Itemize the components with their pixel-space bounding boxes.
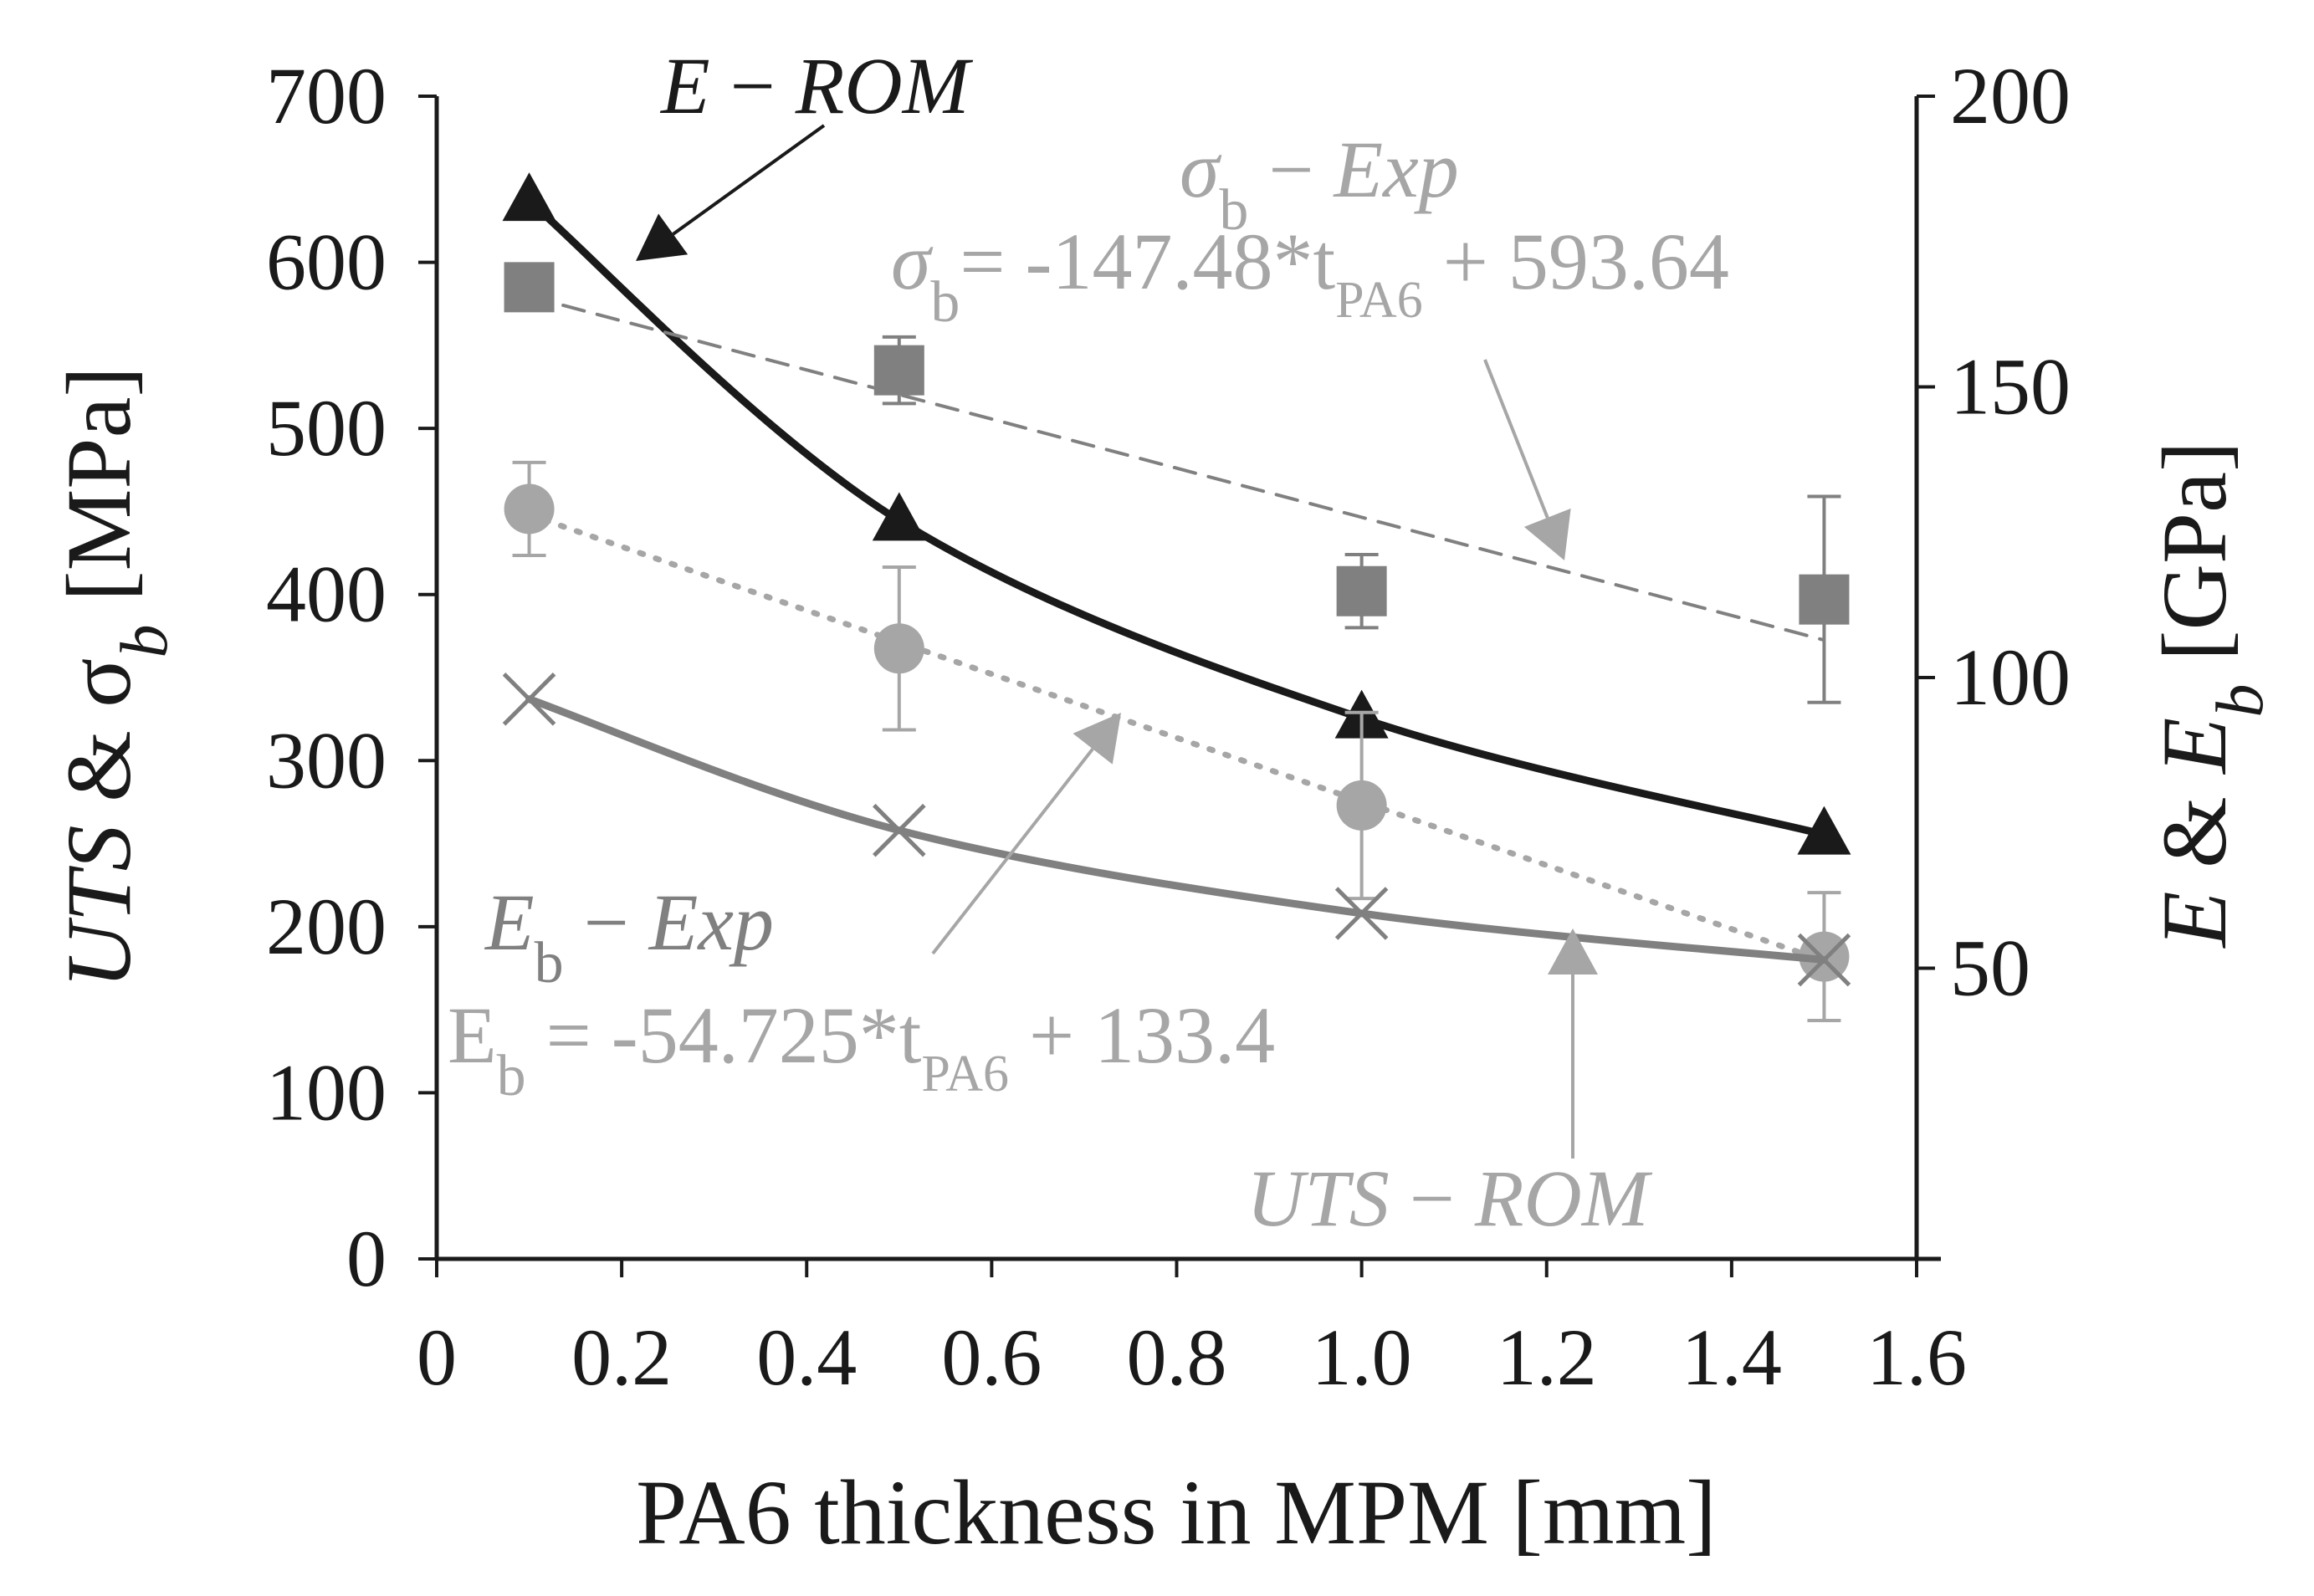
left-y-tick-label: 200 xyxy=(266,882,387,971)
x-marker xyxy=(502,673,556,726)
triangle-marker xyxy=(502,172,556,222)
series-trendline xyxy=(526,511,1827,964)
arrow-eb-exp xyxy=(931,713,1121,955)
triangle-marker xyxy=(872,492,926,541)
square-marker xyxy=(1799,574,1850,625)
arrow-uts-rom xyxy=(1548,928,1598,1159)
x-tick-label: 0.4 xyxy=(756,1312,857,1402)
arrow-shaft xyxy=(931,748,1094,955)
left-y-tick-label: 600 xyxy=(266,217,387,307)
right-y-tick-label: 50 xyxy=(1950,923,2030,1013)
arrow-head xyxy=(636,213,689,261)
x-tick-label: 1.6 xyxy=(1866,1312,1967,1402)
left-y-tick-label: 300 xyxy=(266,715,387,805)
square-marker xyxy=(1336,565,1387,616)
series-trendline xyxy=(527,294,1826,642)
right-y-tick-label: 200 xyxy=(1950,51,2071,141)
x-axis-title: PA6 thickness in MPM [mm] xyxy=(636,1461,1717,1563)
annotation-eb-exp: Eb − Exp xyxy=(484,877,774,995)
x-tick-label: 0.2 xyxy=(571,1312,672,1402)
left-axis-title: UTS & σb [MPa] xyxy=(48,366,182,989)
arrow-shaft xyxy=(672,124,826,236)
right-y-tick-label: 100 xyxy=(1950,632,2071,722)
arrow-head xyxy=(1523,508,1571,560)
annotation-eb-equation: Eb = -54.725*tPA6 + 133.4 xyxy=(448,990,1275,1108)
series-1 xyxy=(504,262,1850,704)
series-3 xyxy=(502,673,1851,987)
right-y-tick-label: 150 xyxy=(1950,342,2071,432)
x-marker xyxy=(1797,933,1851,987)
x-tick-label: 1.0 xyxy=(1312,1312,1412,1402)
square-marker xyxy=(504,262,555,313)
annotation-arrows xyxy=(636,124,1598,1159)
left-y-tick-label: 500 xyxy=(266,383,387,473)
arrow-sigma-exp xyxy=(1483,359,1571,560)
left-y-tick-label: 700 xyxy=(266,51,387,141)
left-y-tick-label: 400 xyxy=(266,550,387,639)
triangle-marker xyxy=(1797,806,1851,855)
x-marker xyxy=(873,803,926,857)
circle-marker xyxy=(1336,780,1387,831)
series xyxy=(502,172,1851,1023)
series-0 xyxy=(502,172,1851,855)
arrow-head xyxy=(1548,928,1598,974)
left-y-tick-label: 0 xyxy=(346,1214,387,1303)
annotation-sigma-exp: σb − Exp xyxy=(1180,125,1459,243)
x-tick-label: 0.6 xyxy=(941,1312,1042,1402)
x-tick-label: 0 xyxy=(417,1312,457,1402)
left-y-tick-label: 100 xyxy=(266,1047,387,1137)
series-2 xyxy=(504,460,1850,1023)
x-tick-label: 1.2 xyxy=(1497,1312,1597,1402)
x-tick-label: 0.8 xyxy=(1127,1312,1227,1402)
x-marker xyxy=(1334,887,1389,940)
circle-marker xyxy=(504,483,555,535)
arrow-head xyxy=(1073,713,1121,765)
arrow-shaft xyxy=(1483,359,1549,519)
square-marker xyxy=(873,345,924,396)
right-axis-title: E & Eb [GPa] xyxy=(2143,441,2277,949)
x-tick-label: 1.4 xyxy=(1682,1312,1782,1402)
annotation-e-rom: E − ROM xyxy=(659,41,974,130)
ticks: 0 0.2 0.4 0.6 0.8 1.0 1.2 1.4 1.6 0 100 200 300 400 50… xyxy=(266,51,2071,1402)
series-line xyxy=(525,197,1828,839)
labels: PA6 thickness in MPM [mm] UTS & σb [MPa]… xyxy=(48,41,2277,1563)
circle-marker xyxy=(873,623,924,674)
arrow-e-rom xyxy=(636,124,826,261)
series-line xyxy=(525,695,1828,964)
annotation-sigma-equation: σb= -147.48*tPA6 + 593.64 xyxy=(891,217,1729,335)
annotation-uts-rom: UTS − ROM xyxy=(1247,1154,1653,1243)
